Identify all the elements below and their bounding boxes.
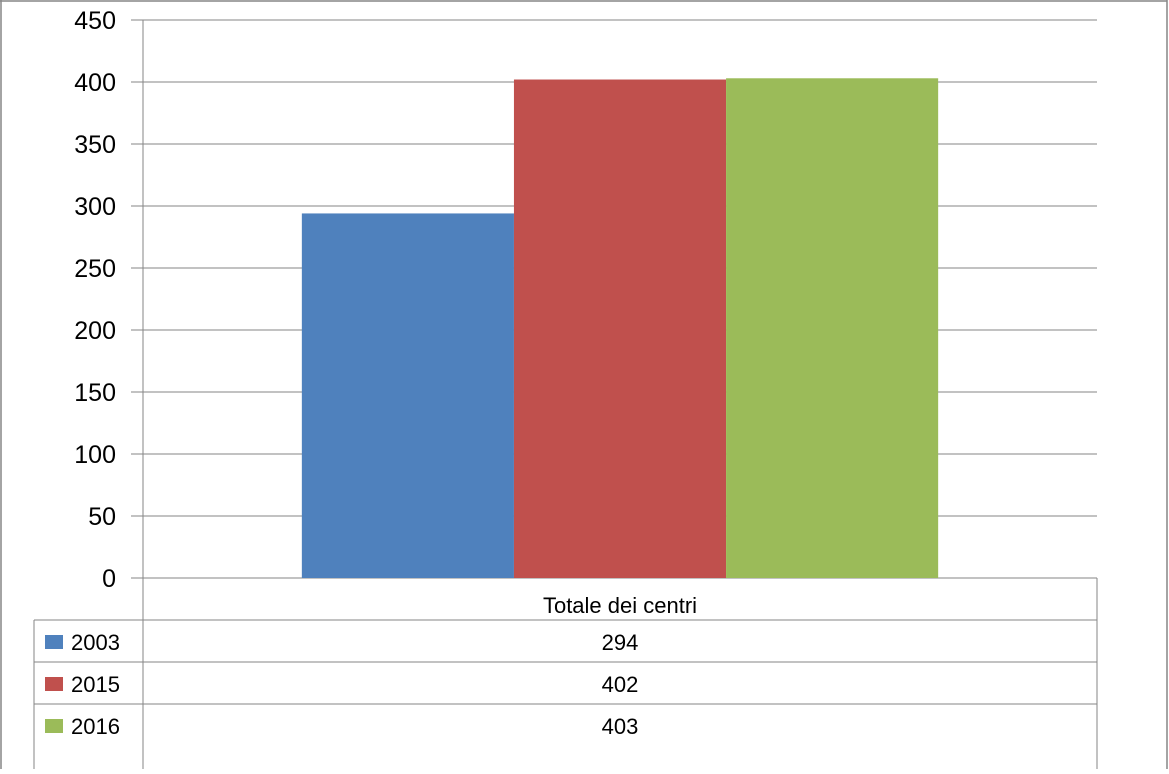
y-tick-label: 150 [74,379,116,407]
y-tick-label: 0 [102,565,116,593]
legend-swatch-2003 [45,635,63,649]
y-tick-label: 300 [74,193,116,221]
bar-2016 [726,78,939,578]
data-table-value: 294 [602,630,639,655]
bar-2003 [301,213,514,578]
legend-label-2003: 2003 [71,630,120,655]
legend-swatch-2016 [45,719,63,733]
category-label: Totale dei centri [543,593,697,618]
y-tick-label: 50 [88,503,116,531]
y-tick-label: 350 [74,131,116,159]
y-tick-label: 250 [74,255,116,283]
data-table-value: 403 [602,714,639,739]
y-tick-label: 100 [74,441,116,469]
y-tick-label: 400 [74,69,116,97]
legend-swatch-2015 [45,677,63,691]
legend-label-2016: 2016 [71,714,120,739]
y-tick-label: 450 [74,7,116,35]
bar-2015 [513,79,727,579]
y-tick-label: 200 [74,317,116,345]
legend-label-2015: 2015 [71,672,120,697]
data-table-value: 402 [602,672,639,697]
